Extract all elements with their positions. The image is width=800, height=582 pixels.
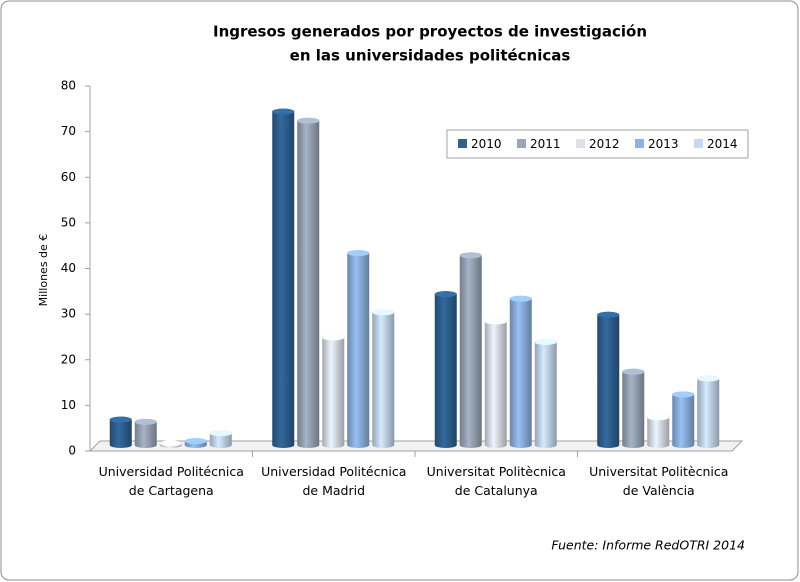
- bar: [509, 295, 532, 449]
- bar: [272, 108, 295, 449]
- bar: [459, 252, 482, 449]
- bar: [434, 291, 457, 449]
- y-tick-label: 70: [61, 124, 76, 138]
- bar: [672, 391, 695, 449]
- bar-top: [159, 440, 182, 447]
- legend-swatch: [576, 139, 585, 148]
- bar-top: [272, 108, 295, 115]
- x-tick-label: Universidad Politécnica de Cartagena: [98, 464, 244, 498]
- bar-top: [297, 117, 320, 124]
- y-tick-label: 20: [61, 352, 76, 366]
- bar: [109, 416, 132, 449]
- bar-top: [434, 291, 457, 298]
- y-tick-label: 50: [61, 215, 76, 229]
- bar-top: [134, 418, 157, 425]
- bar-top: [697, 375, 720, 382]
- bar: [597, 311, 620, 449]
- legend-label: 2010: [471, 137, 502, 151]
- bar-top: [184, 438, 207, 445]
- x-tick-label: Universidad Politécnica de Madrid: [261, 464, 407, 498]
- bar: [297, 117, 320, 449]
- legend-label: 2012: [589, 137, 620, 151]
- chart-title: Ingresos generados por proyectos de inve…: [213, 23, 647, 41]
- legend-label: 2011: [530, 137, 561, 151]
- bar-top: [109, 416, 132, 423]
- legend-swatch: [635, 139, 644, 148]
- y-tick-label: 10: [61, 398, 76, 412]
- y-tick-label: 80: [61, 79, 76, 93]
- bar-top: [372, 309, 395, 316]
- bar: [322, 334, 345, 449]
- source: Fuente: Informe RedOTRI 2014: [551, 538, 745, 553]
- y-tick-label: 30: [61, 307, 76, 321]
- bar: [534, 339, 557, 449]
- legend-swatch: [694, 139, 703, 148]
- bar: [647, 414, 670, 449]
- y-tick-label: 0: [68, 444, 76, 458]
- bar: [347, 250, 370, 449]
- legend-swatch: [458, 139, 467, 148]
- y-axis-label: Millones de €: [37, 234, 50, 307]
- bar: [622, 368, 645, 449]
- legend-swatch: [517, 139, 526, 148]
- bar-top: [597, 311, 620, 318]
- bar-top: [647, 414, 670, 421]
- bar-top: [622, 368, 645, 375]
- chart-title: en las universidades politécnicas: [290, 47, 571, 65]
- legend-label: 2013: [648, 137, 679, 151]
- x-tick-label: Universitat Politècnica de Catalunya: [426, 464, 566, 498]
- y-tick-label: 60: [61, 170, 76, 184]
- bar-top: [347, 250, 370, 257]
- legend-label: 2014: [707, 137, 738, 151]
- bar: [134, 418, 157, 449]
- bar-top: [484, 318, 507, 325]
- bar: [484, 318, 507, 449]
- floor: [88, 440, 744, 452]
- bar-top: [534, 339, 557, 346]
- x-tick-label: Universitat Politècnica de València: [589, 464, 729, 498]
- y-tick-label: 40: [61, 261, 76, 275]
- bar: [372, 309, 395, 449]
- bar: [697, 375, 720, 449]
- bar-top: [459, 252, 482, 259]
- bar-top: [322, 334, 345, 341]
- bar-top: [672, 391, 695, 398]
- bar-top: [509, 295, 532, 302]
- bar-top: [209, 430, 232, 437]
